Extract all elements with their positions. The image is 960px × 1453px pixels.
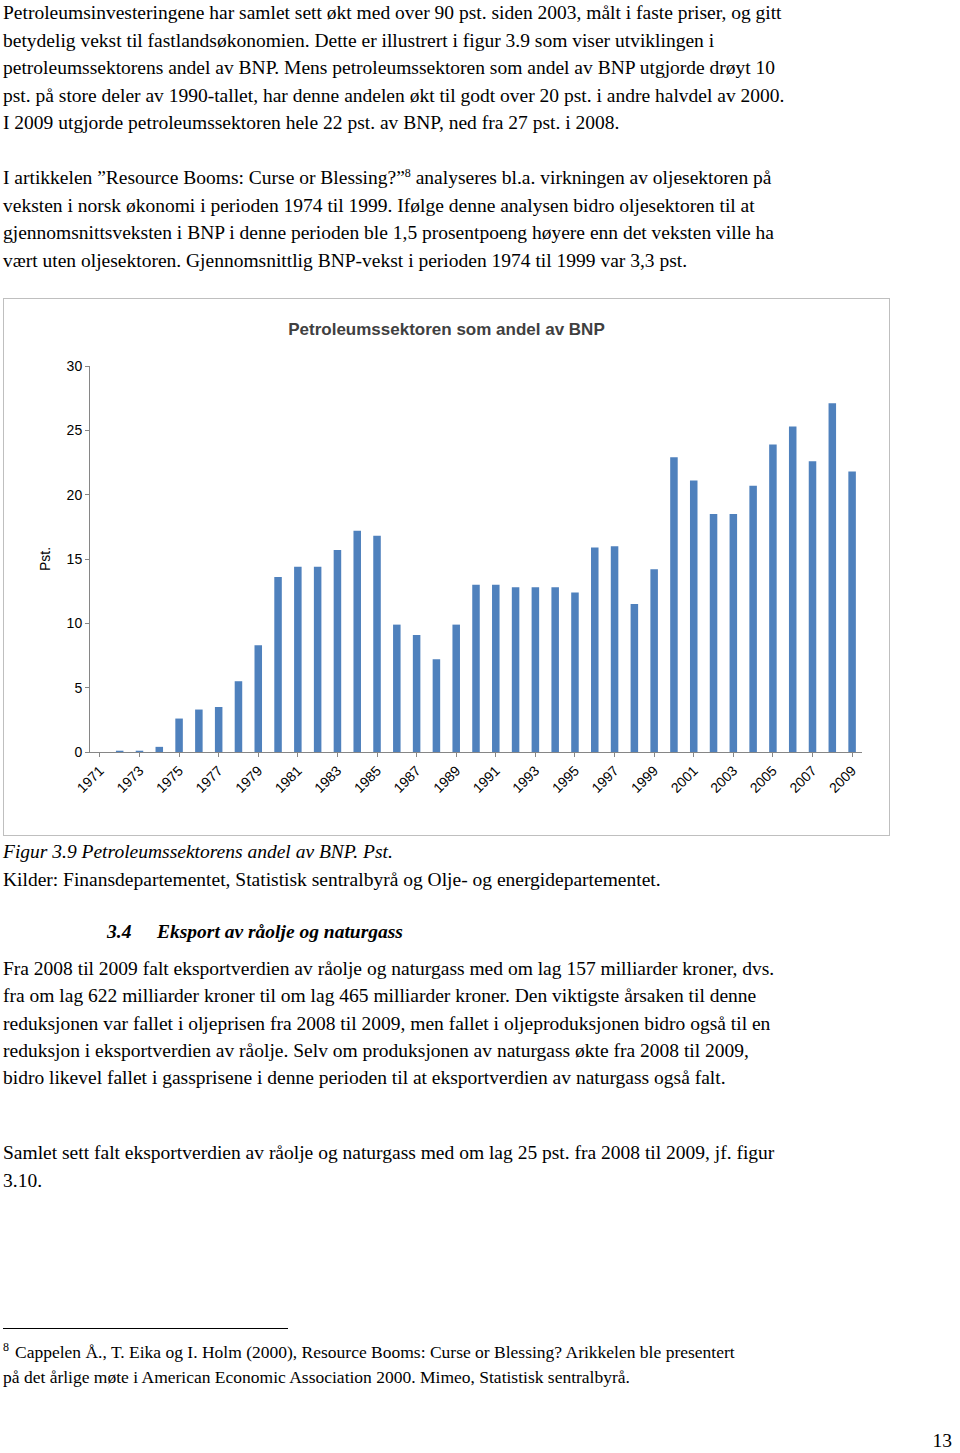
html-text:Kilder: Finansdepartementet, S: Kilder: Finansdepartementet, Statistisk … [3, 868, 661, 890]
html-text:petroleumssektorens andel av B: petroleumssektorens andel av BNP. Mens p… [3, 57, 776, 78]
svg-text:1983: 1983 [311, 762, 344, 795]
html-text:på det årlige møte i American: på det årlige møte i American Economic A… [3, 1367, 630, 1387]
svg-text:1973: 1973 [113, 762, 146, 795]
html-text:reduksjon i eksportverdien av: reduksjon i eksportverdien av råolje. Se… [3, 1039, 749, 1061]
svg-text:20: 20 [67, 487, 83, 503]
html-text:Samlet sett falt eksportverdie: Samlet sett falt eksportverdien av råolj… [3, 1142, 775, 1163]
svg-text:2003: 2003 [707, 762, 740, 795]
svg-text:1981: 1981 [272, 762, 305, 795]
html-text:fra om lag 622 milliarder kron: fra om lag 622 milliarder kroner til om … [3, 985, 757, 1007]
svg-text:1977: 1977 [192, 762, 225, 795]
html-text:pst. på store deler av 1990-ta: pst. på store deler av 1990-tallet, har … [3, 84, 785, 106]
html-text:gjennomsnittsveksten i BNP i d: gjennomsnittsveksten i BNP i denne perio… [3, 222, 774, 243]
html-text:8 Cappelen Å., T. Eika og I. H: 8 Cappelen Å., T. Eika og I. Holm (2000)… [3, 1340, 735, 1362]
html-text:veksten i norsk økonomi i peri: veksten i norsk økonomi i perioden 1974 … [3, 194, 755, 216]
svg-text:1993: 1993 [509, 762, 542, 795]
svg-text:1997: 1997 [588, 762, 621, 795]
html-text:vært uten oljesektoren. Gjenno: vært uten oljesektoren. Gjennomsnittlig … [3, 249, 688, 271]
html-text:3.4: 3.4 [107, 921, 132, 942]
svg-text:1979: 1979 [232, 762, 265, 795]
svg-text:2009: 2009 [826, 762, 859, 795]
svg-text:1995: 1995 [549, 762, 582, 795]
svg-text:1989: 1989 [430, 762, 463, 795]
svg-text:1985: 1985 [351, 762, 384, 795]
html-text:reduksjonen var fallet i oljep: reduksjonen var fallet i oljeprisen fra … [3, 1012, 771, 1034]
svg-text:1975: 1975 [153, 762, 186, 795]
svg-text:0: 0 [74, 744, 82, 760]
svg-text:1999: 1999 [628, 762, 661, 795]
svg-text:Pst.: Pst. [37, 547, 53, 571]
html-text:Figur 3.9 Petroleumssektorens: Figur 3.9 Petroleumssektorens andel av B… [3, 841, 393, 862]
svg-text:25: 25 [67, 422, 83, 438]
html-text:I artikkelen ”Resource Booms:: I artikkelen ”Resource Booms: Curse or B… [3, 166, 772, 188]
svg-text:2001: 2001 [667, 762, 700, 795]
svg-text:Petroleumssektoren som andel a: Petroleumssektoren som andel av BNP [288, 320, 605, 339]
html-text:Eksport av råolje og naturgass: Eksport av råolje og naturgass [157, 921, 403, 942]
svg-text:1991: 1991 [470, 762, 503, 795]
svg-text:10: 10 [67, 615, 83, 631]
html-text:I 2009 utgjorde petroleumssekt: I 2009 utgjorde petroleumssektoren hele … [3, 112, 620, 133]
html-text:betydelig vekst til fastlandsø: betydelig vekst til fastlandsøkonomien. … [3, 29, 715, 51]
html-text:Fra 2008 til 2009 falt eksport: Fra 2008 til 2009 falt eksportverdien av… [3, 958, 775, 979]
html-text:bidro likevel fallet i gasspri: bidro likevel fallet i gassprisene i den… [3, 1067, 726, 1089]
svg-text:1971: 1971 [74, 762, 107, 795]
svg-text:15: 15 [67, 551, 83, 567]
svg-text:5: 5 [74, 680, 82, 696]
svg-text:2007: 2007 [786, 762, 819, 795]
svg-text:30: 30 [67, 358, 83, 374]
html-text:3.10.: 3.10. [3, 1169, 42, 1191]
html-text:Petroleumsinvesteringene har s: Petroleumsinvesteringene har samlet sett… [3, 2, 782, 23]
svg-text:2005: 2005 [747, 762, 780, 795]
html-text:13: 13 [932, 1430, 952, 1451]
svg-text:1987: 1987 [390, 762, 423, 795]
